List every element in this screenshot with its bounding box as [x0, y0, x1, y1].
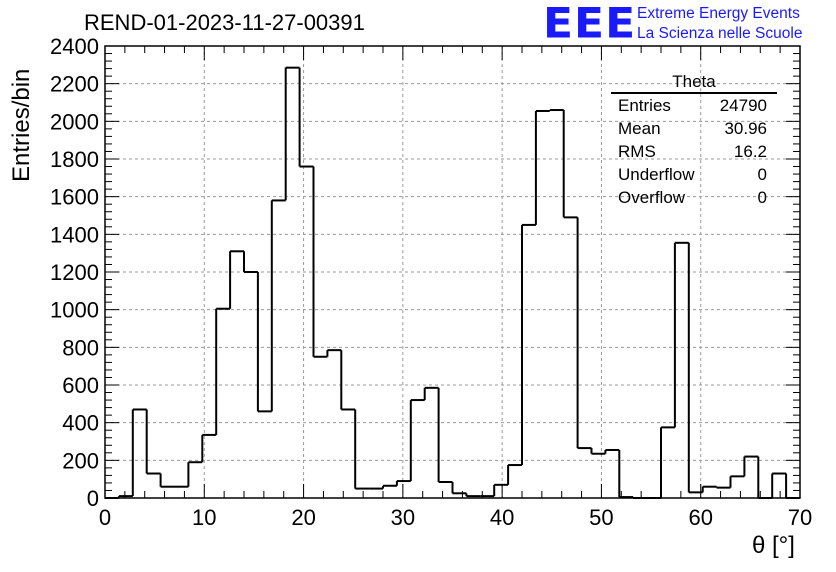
- y-tick-label: 1000: [50, 298, 99, 323]
- x-tick-label: 60: [688, 505, 712, 530]
- stats-value: 16.2: [733, 142, 767, 161]
- tick-labels: 0 10 20 30 40 50 60 70 0 200 400 600 800 1000 1200 1400…: [50, 34, 812, 530]
- y-tick-label: 400: [62, 411, 99, 436]
- y-tick-label: 2200: [50, 72, 99, 97]
- y-axis-label: Entries/bin: [8, 68, 35, 182]
- eee-logo: EEE: [543, 0, 637, 48]
- stats-box: Theta Entries 24790 Mean 30.96 RMS 16.2 …: [611, 72, 777, 209]
- x-tick-label: 70: [788, 505, 812, 530]
- run-title: REND-01-2023-11-27-00391: [84, 10, 365, 35]
- x-tick-label: 0: [99, 505, 111, 530]
- stats-value: 0: [757, 188, 767, 207]
- x-tick-label: 20: [291, 505, 315, 530]
- stats-label: Underflow: [618, 165, 695, 184]
- stats-title: Theta: [611, 72, 777, 94]
- stats-value: 30.96: [724, 119, 767, 138]
- y-tick-label: 1600: [50, 185, 99, 210]
- y-tick-label: 0: [87, 486, 99, 511]
- y-tick-label: 1800: [50, 147, 99, 172]
- logo-caption: Extreme Energy Events La Scienza nelle S…: [637, 4, 802, 44]
- stats-label: RMS: [618, 142, 656, 161]
- x-axis-label: θ [°]: [752, 532, 795, 559]
- stats-value: 0: [757, 165, 767, 184]
- logo-caption-line1: Extreme Energy Events: [637, 5, 800, 22]
- y-tick-label: 800: [62, 335, 99, 360]
- stats-label: Mean: [618, 119, 661, 138]
- y-tick-label: 200: [62, 448, 99, 473]
- stats-value: 24790: [719, 96, 767, 115]
- y-tick-label: 600: [62, 373, 99, 398]
- x-tick-label: 30: [391, 505, 415, 530]
- x-tick-label: 10: [192, 505, 216, 530]
- stats-row-rms: RMS 16.2: [611, 140, 777, 163]
- y-tick-label: 2000: [50, 109, 99, 134]
- y-tick-label: 1400: [50, 222, 99, 247]
- stats-row-underflow: Underflow 0: [611, 163, 777, 186]
- y-tick-label: 2400: [50, 34, 99, 59]
- x-tick-label: 50: [589, 505, 613, 530]
- x-tick-label: 40: [490, 505, 514, 530]
- axes: [104, 45, 801, 499]
- stats-label: Entries: [618, 96, 671, 115]
- stats-label: Overflow: [618, 188, 686, 207]
- stats-row-entries: Entries 24790: [611, 94, 777, 117]
- stats-row-overflow: Overflow 0: [611, 186, 777, 209]
- grid-lines: [105, 46, 800, 498]
- logo-caption-line2: La Scienza nelle Scuole: [637, 25, 803, 42]
- stats-row-mean: Mean 30.96: [611, 117, 777, 140]
- histogram-bars: [105, 66, 800, 499]
- y-tick-label: 1200: [50, 260, 99, 285]
